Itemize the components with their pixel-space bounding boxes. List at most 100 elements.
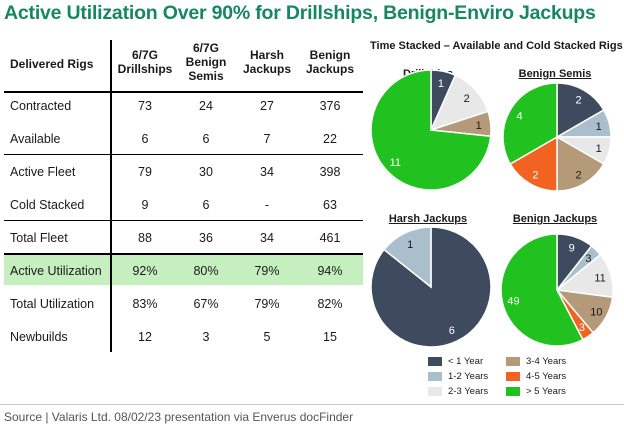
table-cell: 82% [317,297,343,311]
pie-slice-label: 2 [576,169,582,181]
table-cell: 27 [260,99,274,113]
pie-slice [509,135,558,192]
table-cell: 92% [132,264,158,278]
table-cell: 15 [323,330,337,344]
legend-swatch [428,357,442,366]
table-rule [4,91,363,93]
table-cell: 94% [317,264,343,278]
legend-label: 2-3 Years [448,386,489,397]
column-header-line: Drillships [117,62,173,76]
table-cell: 7 [263,132,271,146]
table-column-rule [110,40,112,352]
legend-swatch [428,387,442,396]
pie-slice-label: 2 [464,93,470,105]
table-rule [4,253,363,255]
pie-slice-label: 1 [596,143,602,155]
row-label: Total Utilization [10,297,95,311]
legend-label: 1-2 Years [448,371,489,382]
pie-slice-label: 10 [590,306,602,318]
table-cell: 376 [319,99,341,113]
row-label: Active Utilization [10,264,102,278]
legend-swatch [506,357,520,366]
legend-item: 3-4 Years [506,356,566,367]
table-cell: 36 [199,231,213,245]
table-cell: 12 [138,330,152,344]
legend-label: 3-4 Years [526,356,567,367]
column-header: Benign Jackups [299,48,361,76]
pie-slice-label: 6 [449,325,455,337]
table-cell: 79% [254,264,280,278]
pie-slice [502,82,558,166]
charts-title: Time Stacked – Available and Cold Stacke… [370,40,623,52]
legend-item: < 1 Year [428,356,483,367]
pie-slice [556,135,605,192]
pie-slice [370,69,492,191]
table-cell: 30 [199,165,213,179]
row-label: Active Fleet [10,165,76,179]
pie-slice-label: 9 [569,243,575,255]
pie-title-harsh-jackups: Harsh Jackups [388,213,468,225]
table-cell: 9 [141,198,149,212]
table-cell: 83% [132,297,158,311]
pie-slice [500,233,584,347]
pie-slice-label: 11 [594,273,605,285]
pie-slice [383,226,432,289]
table-cell: 80% [193,264,219,278]
table-cell: 5 [263,330,271,344]
pie-benign-semis: 2 1 1 2 2 4 [502,82,612,192]
column-header-line: Semis [188,69,224,83]
table-corner-header: Delivered Rigs [10,57,94,71]
row-label: Available [10,132,61,146]
legend-swatch [506,372,520,381]
table-cell: 63 [323,198,337,212]
legend-item: 4-5 Years [506,371,566,382]
table-cell: 461 [319,231,341,245]
legend-item: > 5 Years [506,386,566,397]
pie-slice-label: 1 [596,121,602,133]
column-header: 6/7G Drillships [114,48,176,76]
table-cell: 88 [138,231,152,245]
column-header-line: Benign [185,55,227,69]
row-label: Total Fleet [10,231,68,245]
table-cell: 79% [254,297,280,311]
table-cell: 24 [199,99,213,113]
pie-slice-label: 1 [407,239,413,251]
column-header: Harsh Jackups [236,48,298,76]
pie-slice-label: 1 [438,78,444,90]
pie-slice-label: 2 [576,95,582,107]
pie-harsh-jackups: 61 [370,226,492,348]
table-cell: 6 [141,132,149,146]
row-label: Contracted [10,99,72,113]
pie-slice [556,82,605,139]
chart-legend: < 1 Year 1-2 Years 2-3 Years 3-4 Years 4-5 Y… [428,356,608,400]
column-header-line: 6/7G [131,48,158,62]
legend-label: > 5 Years [526,386,566,397]
table-cell: 34 [260,231,274,245]
table-cell: 3 [202,330,210,344]
pie-title-benign-jackups: Benign Jackups [512,213,598,225]
table-rule [4,154,363,155]
table-cell: 79 [138,165,152,179]
table-cell: 67% [193,297,219,311]
row-label: Cold Stacked [10,198,85,212]
row-label: Newbuilds [10,330,68,344]
legend-label: < 1 Year [448,356,484,367]
pie-slice-label: 11 [390,157,401,169]
table-cell: 73 [138,99,152,113]
column-header-line: Benign [309,48,351,62]
column-header: 6/7G Benign Semis [175,41,237,83]
pie-slice-label: 2 [532,169,538,181]
column-header-line: Jackups [305,62,355,76]
table-cell: 398 [319,165,341,179]
pie-slice-label: 49 [507,296,519,308]
page-title: Active Utilization Over 90% for Drillshi… [4,2,596,24]
footer-divider [0,404,624,405]
table-cell: 34 [260,165,274,179]
legend-item: 2-3 Years [428,386,488,397]
pie-slice-label: 1 [476,120,482,132]
column-header-line: Jackups [242,62,292,76]
column-header-line: Harsh [249,48,284,62]
legend-swatch [428,372,442,381]
